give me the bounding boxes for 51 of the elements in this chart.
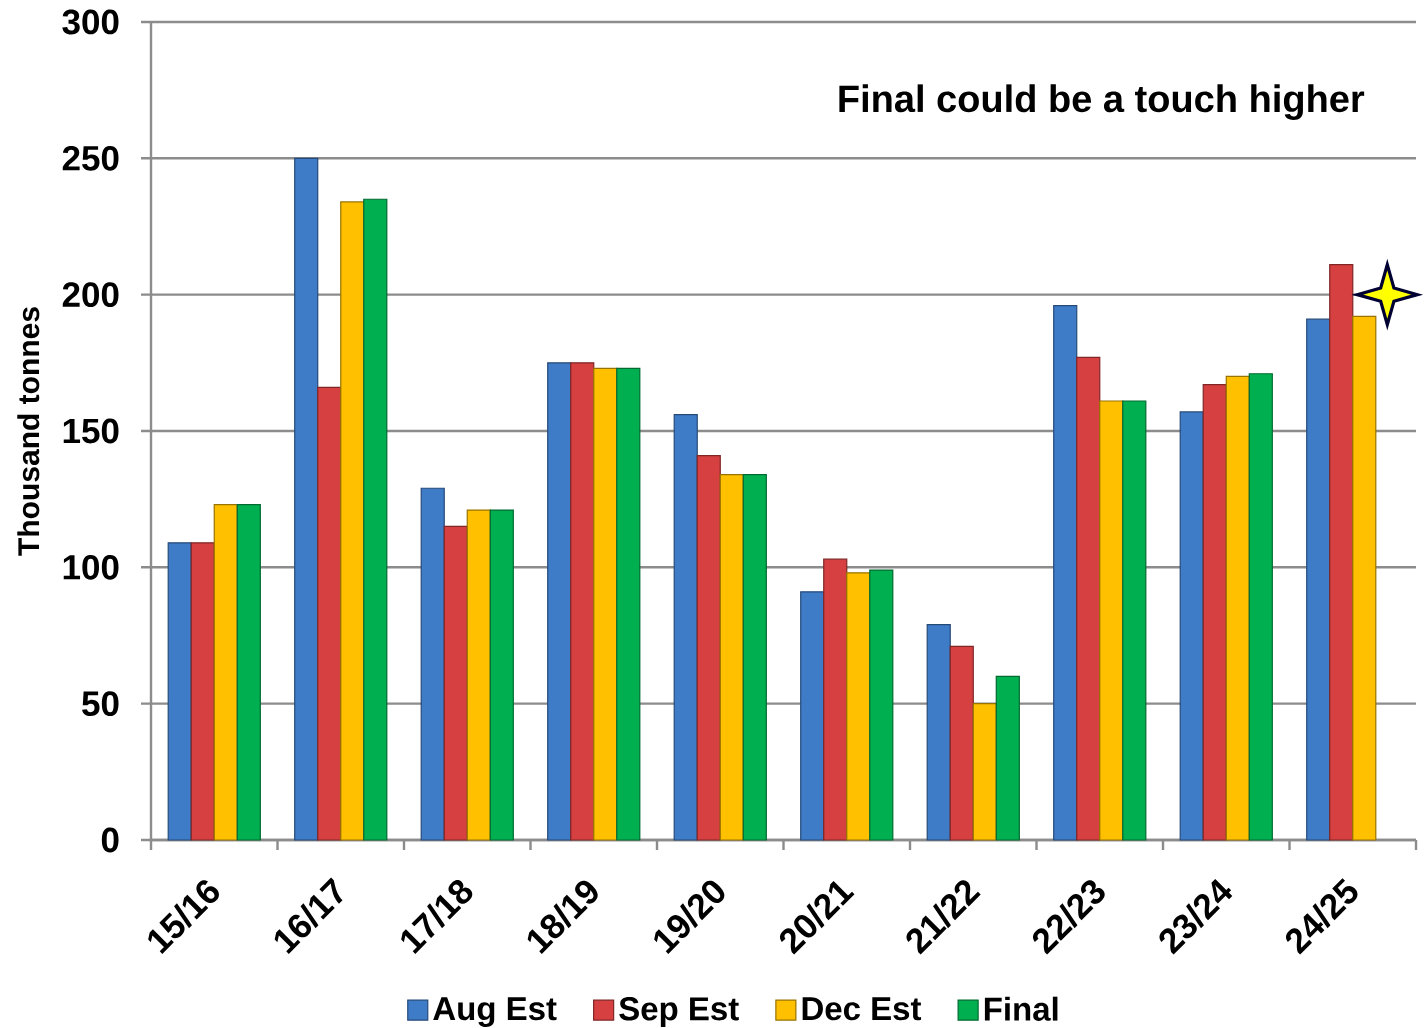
bar <box>363 198 388 841</box>
bar <box>294 157 319 841</box>
y-tick-label: 300 <box>62 9 119 35</box>
bar <box>340 201 365 841</box>
bar <box>547 362 572 841</box>
bar <box>593 367 618 841</box>
bar <box>616 367 641 841</box>
annotation: Final could be a touch higher <box>839 84 1365 120</box>
y-tick-label: 50 <box>82 691 119 717</box>
legend-label: Aug Est <box>433 997 557 1027</box>
bar <box>1202 384 1227 841</box>
bar <box>1248 373 1273 841</box>
bar <box>995 675 1020 841</box>
bar <box>489 509 514 841</box>
y-axis-title: Thousand tonnes <box>17 307 40 556</box>
legend-label: Dec Est <box>802 997 922 1021</box>
bar <box>972 703 997 841</box>
bar <box>1122 400 1147 841</box>
bar <box>1225 375 1250 841</box>
bar <box>696 454 721 841</box>
y-tick-label: 200 <box>62 282 119 308</box>
bar <box>949 645 974 841</box>
bar <box>1329 264 1354 841</box>
bar <box>190 542 215 841</box>
bar <box>926 623 951 841</box>
bar <box>800 591 825 841</box>
bar <box>213 504 238 841</box>
bar <box>167 542 192 841</box>
legend-label: Final <box>984 996 1058 1021</box>
bar <box>869 569 894 841</box>
bar <box>1306 318 1331 841</box>
bar <box>742 474 767 841</box>
bar <box>570 362 595 841</box>
bar <box>420 487 445 841</box>
bar <box>719 474 744 841</box>
legend-label: Sep Est <box>619 997 739 1027</box>
y-tick-label: 250 <box>62 145 119 171</box>
bar <box>1076 356 1101 841</box>
bar <box>1099 400 1124 841</box>
bar <box>1053 304 1078 841</box>
bar <box>317 386 342 841</box>
bar <box>236 504 261 841</box>
bar <box>673 414 698 841</box>
bar <box>1179 411 1204 841</box>
y-tick-label: 100 <box>63 554 119 580</box>
bar <box>443 525 468 841</box>
bar <box>466 509 491 841</box>
y-tick-label: 0 <box>101 827 119 853</box>
y-tick-label: 150 <box>63 418 119 444</box>
bar <box>846 572 871 841</box>
bar <box>823 558 848 841</box>
